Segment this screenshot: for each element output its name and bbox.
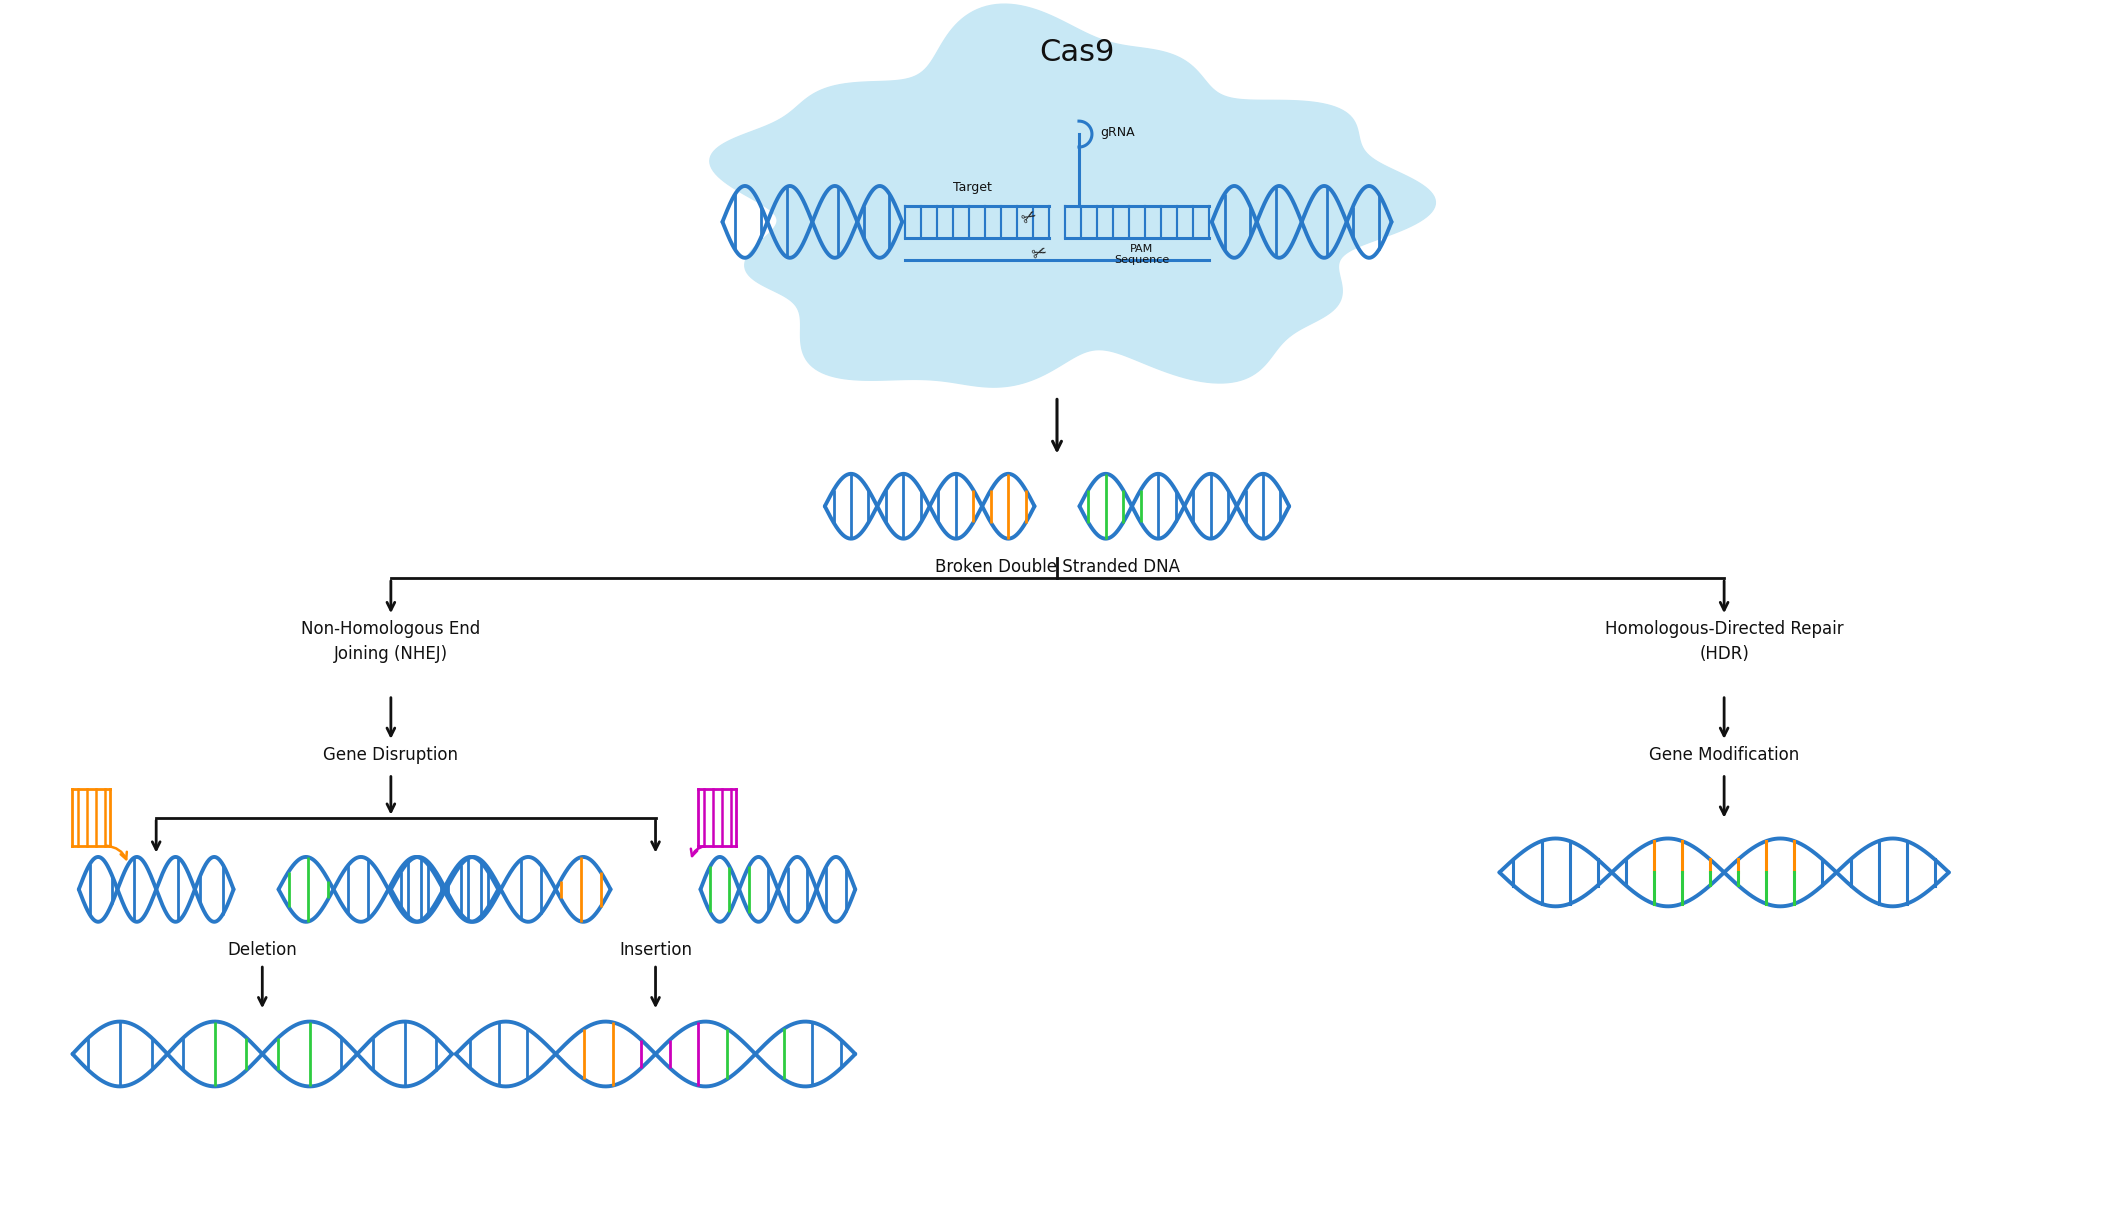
Text: ✂: ✂ [1028,243,1049,265]
Polygon shape [711,4,1436,387]
Text: gRNA: gRNA [1100,126,1134,139]
Text: Broken Double Stranded DNA: Broken Double Stranded DNA [935,558,1180,576]
Text: PAM
Sequence: PAM Sequence [1115,244,1170,265]
Text: Homologous-Directed Repair
(HDR): Homologous-Directed Repair (HDR) [1605,620,1844,663]
Text: Gene Disruption: Gene Disruption [324,746,459,763]
Text: Cas9: Cas9 [1038,38,1115,67]
Text: Insertion: Insertion [620,941,692,960]
Text: Deletion: Deletion [228,941,298,960]
Text: Target: Target [952,181,992,194]
Text: Non-Homologous End
Joining (NHEJ): Non-Homologous End Joining (NHEJ) [300,620,480,663]
Text: ✂: ✂ [1017,206,1041,230]
Text: Gene Modification: Gene Modification [1650,746,1800,763]
